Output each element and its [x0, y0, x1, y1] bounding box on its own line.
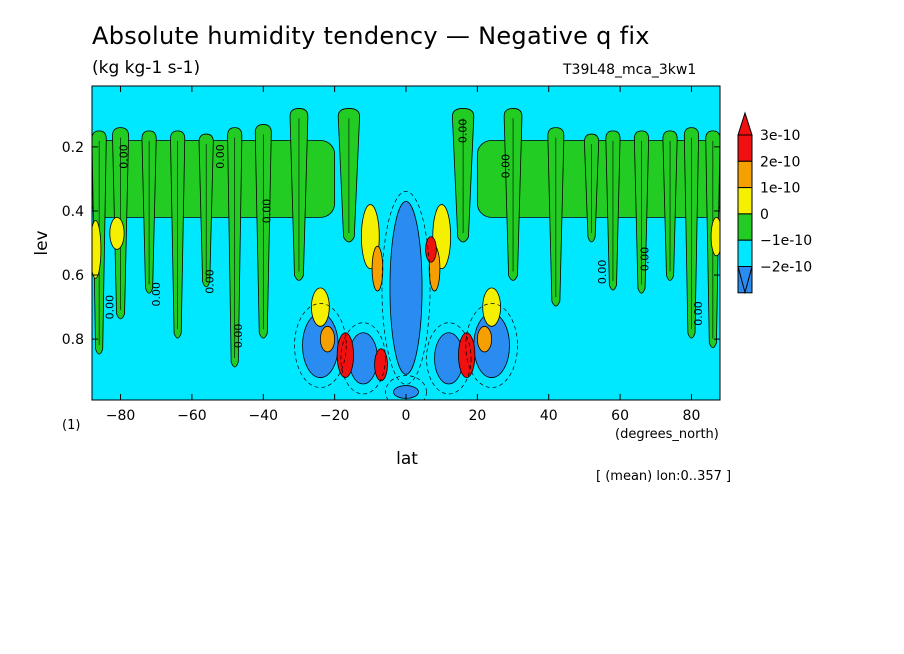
colorbar-segment	[737, 134, 753, 162]
y-tick-label: 0.6	[62, 268, 84, 284]
yellow-patch	[710, 216, 720, 257]
contour-value-label: 0.00	[639, 247, 652, 272]
colorbar-segment	[737, 160, 753, 189]
x-tick-label: −40	[248, 408, 278, 424]
chart-title: Absolute humidity tendency — Negative q …	[92, 22, 650, 50]
yellow-patch	[311, 287, 330, 327]
contour-value-label: 0.00	[596, 260, 609, 285]
contour-value-label: 0.00	[499, 154, 512, 179]
negative-contour	[381, 190, 431, 385]
negative-contour	[385, 375, 427, 400]
chart-units: (kg kg-1 s-1)	[92, 58, 201, 78]
contour-value-label: 0.00	[214, 144, 227, 169]
blue-patch	[389, 200, 423, 375]
colorbar-label: −1e-10	[760, 233, 812, 249]
x-tick-label: 40	[540, 408, 558, 424]
red-patch	[425, 236, 437, 263]
y-axis: 0.2 0.4 0.6 0.8	[62, 140, 720, 348]
x-axis-label: lat	[396, 449, 418, 469]
x-axis: −80 −60 −40 −20 0 20 40 60 80	[106, 86, 701, 424]
run-id: T39L48_mca_3kw1	[563, 62, 697, 78]
colorbar-segment	[737, 213, 753, 241]
contour-labels: 0.00 0.00 0.00 0.00 0.00 0.00 0.00 0.00 0.00 0.00…	[103, 119, 705, 349]
x-axis-units: (degrees_north)	[615, 427, 719, 442]
contour-value-label: 0.00	[232, 324, 245, 349]
colorbar-under-arrow	[737, 266, 753, 295]
negative-contour	[340, 322, 386, 395]
colorbar-label: −2e-10	[760, 260, 812, 276]
orange-patch	[319, 325, 336, 353]
y-tick-label: 0.2	[62, 140, 84, 156]
contour-value-label: 0.00	[457, 119, 470, 144]
filled-contours	[92, 86, 720, 400]
colorbar-label: 3e-10	[760, 128, 800, 144]
colorbar-segment	[737, 239, 753, 267]
contour-value-label: 0.00	[103, 295, 116, 320]
colorbar-segment	[737, 187, 753, 215]
x-tick-label: −20	[320, 408, 350, 424]
colorbar-label: 1e-10	[760, 181, 800, 197]
negative-contour	[465, 303, 518, 388]
colorbar-over-arrow	[737, 111, 753, 136]
x-tick-label: 0	[402, 408, 411, 424]
colorbar-label: 0	[760, 207, 769, 223]
contour-value-label: 0.00	[692, 301, 705, 326]
colorbar-label: 2e-10	[760, 154, 800, 170]
y-axis-label: lev	[32, 230, 52, 255]
x-tick-label: 60	[611, 408, 629, 424]
y-tick-label: 0.8	[62, 332, 84, 348]
orange-patch	[371, 245, 384, 292]
x-tick-label: −80	[106, 408, 136, 424]
y-tick-label: 0.4	[62, 204, 84, 220]
contour-value-label: 0.00	[150, 282, 163, 307]
contour-value-label: 0.00	[260, 199, 273, 224]
colorbar: 3e-10 2e-10 1e-10 0 −1e-10 −2e-10	[737, 111, 812, 295]
averaging-note: [ (mean) lon:0..357 ]	[596, 469, 732, 484]
yellow-patch	[109, 216, 125, 250]
contour-value-label: 0.00	[203, 269, 216, 294]
x-tick-label: −60	[177, 408, 207, 424]
red-patch	[374, 348, 388, 382]
orange-patch	[476, 325, 493, 353]
yellow-patch	[92, 220, 102, 279]
contour-value-label: 0.00	[118, 144, 131, 169]
y-axis-units: (1)	[62, 418, 80, 433]
x-tick-label: 80	[683, 408, 701, 424]
yellow-patch	[482, 287, 501, 327]
x-tick-label: 20	[468, 408, 486, 424]
negative-contour	[426, 322, 472, 395]
negative-contour	[294, 303, 347, 388]
